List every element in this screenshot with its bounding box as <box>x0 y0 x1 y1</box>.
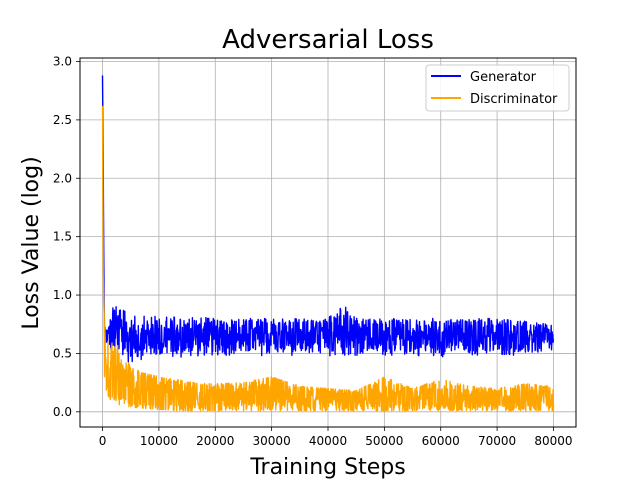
x-tick-label: 20000 <box>196 434 234 448</box>
y-axis-label: Loss Value (log) <box>19 156 44 329</box>
x-axis: 0 10000 20000 30000 40000 50000 60000 70000 8000… <box>99 427 573 448</box>
legend: Generator Discriminator <box>425 64 570 112</box>
y-axis: 0.0 0.5 1.0 1.5 2.0 2.5 3.0 <box>53 55 80 419</box>
series-line-generator <box>101 75 555 363</box>
y-tick-label: 0.0 <box>53 405 72 419</box>
x-tick-label: 40000 <box>309 434 347 448</box>
legend-label-discriminator: Discriminator <box>470 92 558 107</box>
y-tick-label: 2.0 <box>53 171 72 185</box>
y-tick-label: 1.5 <box>53 230 72 244</box>
chart-title: Adversarial Loss <box>222 25 434 55</box>
x-tick-label: 10000 <box>140 434 178 448</box>
x-tick-label: 0 <box>99 434 107 448</box>
legend-box <box>425 64 570 112</box>
x-axis-label: Training Steps <box>249 455 405 480</box>
series-layer <box>101 75 555 412</box>
x-tick-label: 50000 <box>365 434 403 448</box>
x-tick-label: 70000 <box>478 434 516 448</box>
y-tick-label: 0.5 <box>53 346 72 360</box>
y-tick-label: 3.0 <box>53 55 72 69</box>
legend-label-generator: Generator <box>470 70 537 85</box>
grid-layer <box>80 58 576 427</box>
y-tick-label: 2.5 <box>53 113 72 127</box>
x-tick-label: 80000 <box>534 434 572 448</box>
x-tick-label: 60000 <box>422 434 460 448</box>
x-tick-label: 30000 <box>253 434 291 448</box>
series-line-discriminator <box>101 105 555 412</box>
y-tick-label: 1.0 <box>53 288 72 302</box>
